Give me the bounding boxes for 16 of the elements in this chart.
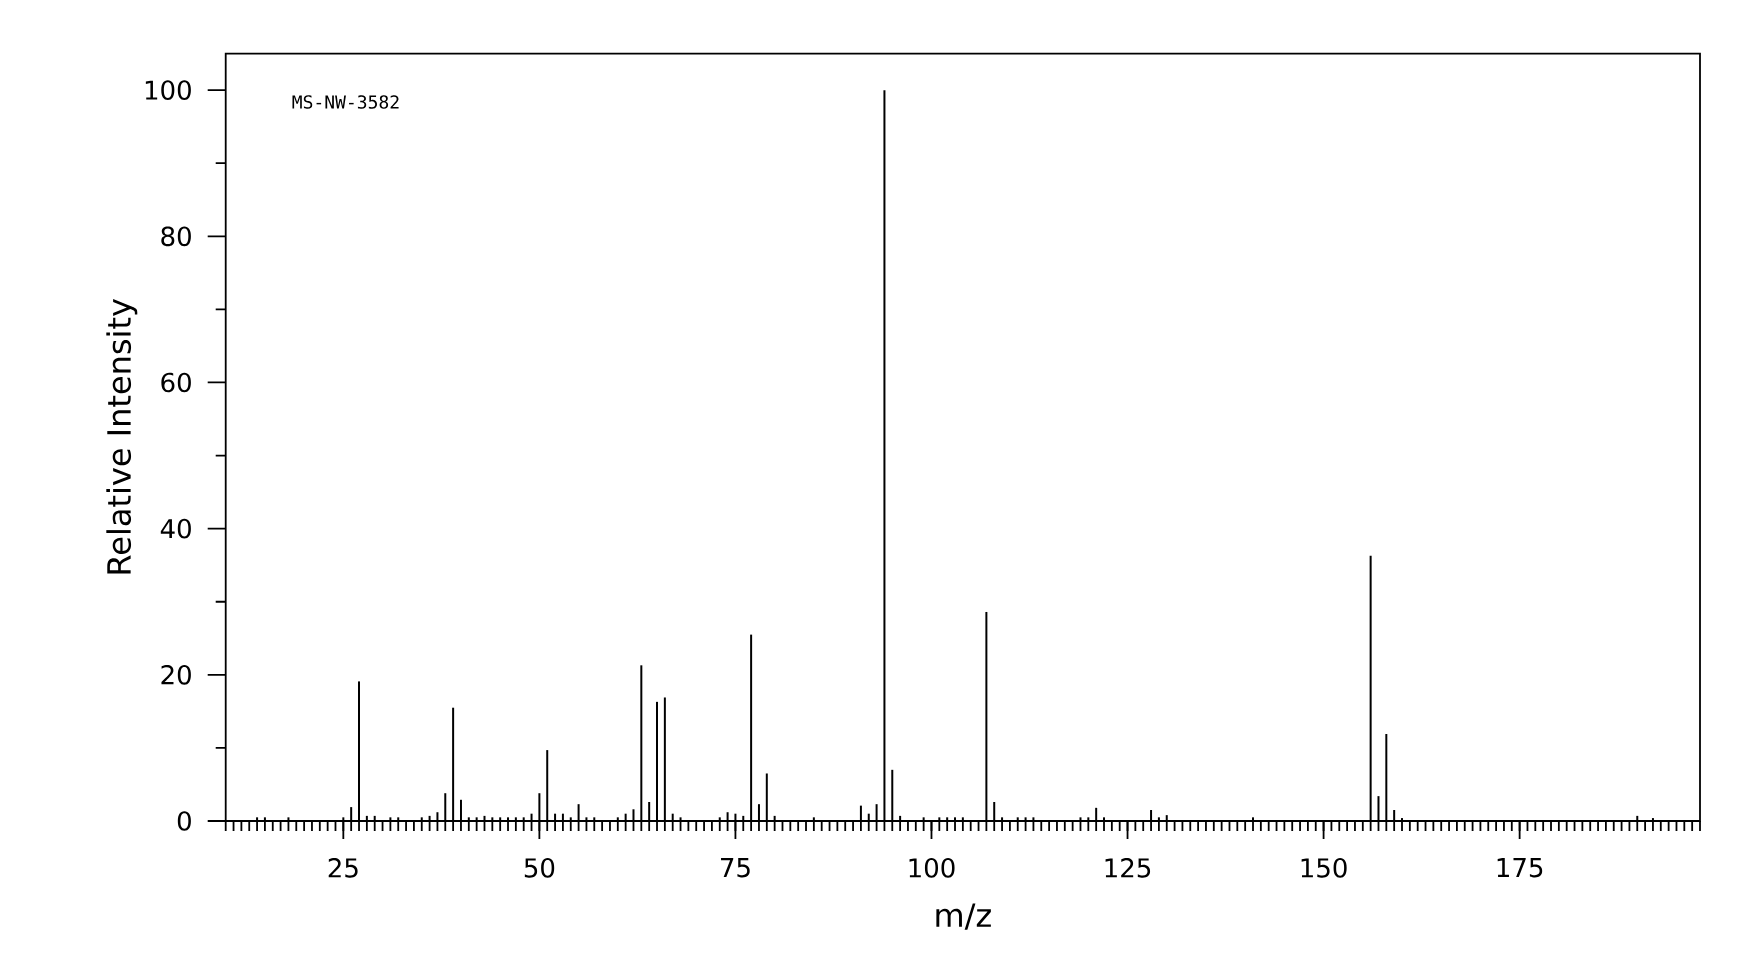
y-tick-label: 80 [161, 226, 191, 247]
y-tick-label: 100 [145, 80, 191, 100]
x-tick-label: 25 [328, 858, 358, 878]
x-tick-label: 100 [909, 858, 955, 878]
y-tick-label: 0 [177, 811, 191, 831]
x-tick-label: 175 [1497, 858, 1543, 878]
annotation: MS-NW-3582 [292, 95, 399, 109]
y-tick-label: 60 [161, 372, 191, 393]
x-tick-label: 75 [721, 858, 750, 878]
x-tick-label: 50 [524, 858, 555, 878]
x-tick-label: 125 [1105, 858, 1151, 878]
x-axis-title: m/z [936, 903, 991, 930]
y-tick-label: 40 [160, 518, 191, 539]
y-axis-title: Relative Intensity [106, 299, 138, 574]
y-tick-label: 20 [161, 664, 191, 685]
x-tick-label: 150 [1301, 858, 1347, 878]
